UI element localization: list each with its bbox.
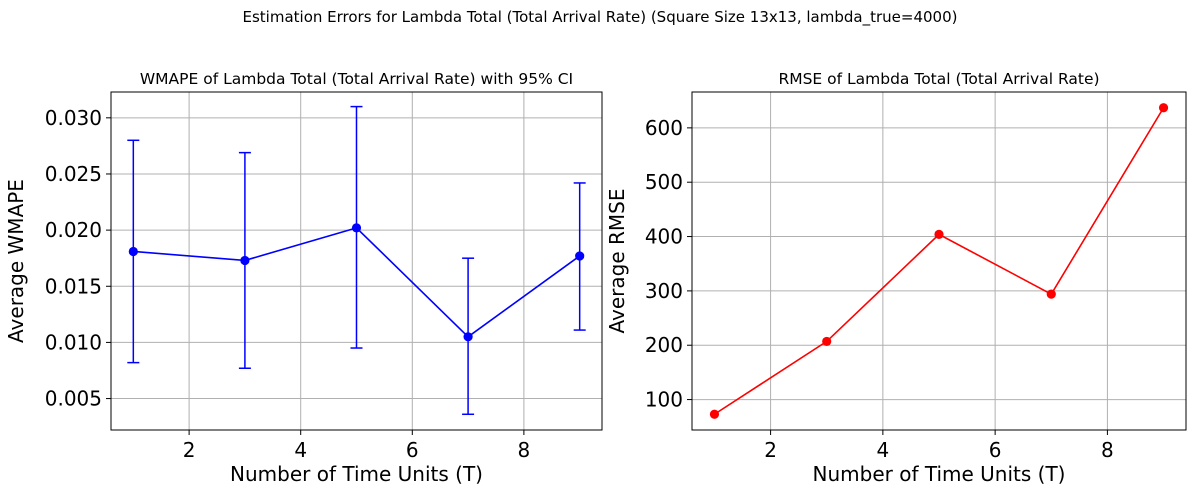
- series-line: [714, 107, 1165, 415]
- y-tick-label: 0.030: [45, 106, 102, 130]
- figure-title: Estimation Errors for Lambda Total (Tota…: [243, 8, 958, 27]
- y-tick-label: 400: [645, 225, 683, 249]
- data-point: [934, 229, 944, 239]
- y-tick-label: 300: [645, 279, 683, 303]
- data-point: [240, 255, 250, 266]
- x-tick-label: 8: [1101, 438, 1114, 462]
- x-tick-label: 2: [764, 438, 777, 462]
- y-tick-label: 0.025: [45, 162, 102, 186]
- data-point: [1158, 103, 1169, 113]
- data-point: [463, 332, 473, 342]
- x-tick-label: 6: [406, 438, 419, 462]
- data-point: [575, 251, 585, 261]
- chart-panel-2: 2 4 6 8 100 200 300 400 500 600 RMSE of Lambda Tot…: [605, 70, 1187, 486]
- chart-title: RMSE of Lambda Total (Total Arrival Rate…: [778, 70, 1099, 88]
- y-axis-label: Average RMSE: [605, 189, 629, 334]
- x-axis-label: Number of Time Units (T): [230, 462, 483, 486]
- y-tick-label: 100: [645, 388, 683, 412]
- y-tick-label: 0.005: [45, 387, 102, 411]
- x-tick-label: 8: [518, 438, 531, 462]
- y-tick-label: 0.020: [45, 218, 102, 242]
- data-point: [351, 223, 362, 233]
- chart-panel-1: 2 4 6 8 0.005 0.010 0.015 0.020 0.025 0.030 WMAPE …: [4, 70, 603, 486]
- data-point: [822, 336, 832, 347]
- data-point: [709, 409, 720, 419]
- y-tick-label: 600: [645, 116, 683, 140]
- x-tick-label: 4: [294, 438, 307, 462]
- x-tick-label: 2: [183, 438, 196, 462]
- y-tick-label: 200: [645, 333, 683, 357]
- plot-frame: [110, 91, 603, 431]
- data-point: [1046, 289, 1056, 299]
- data-point: [128, 246, 138, 257]
- x-tick-label: 4: [876, 438, 889, 462]
- y-tick-label: 0.010: [45, 330, 102, 354]
- chart-title: WMAPE of Lambda Total (Total Arrival Rat…: [140, 70, 573, 88]
- y-axis-label: Average WMAPE: [4, 179, 28, 343]
- y-tick-label: 0.015: [45, 274, 102, 298]
- plot-frame: [691, 91, 1187, 431]
- x-axis-label: Number of Time Units (T): [813, 462, 1066, 486]
- x-tick-label: 6: [989, 438, 1002, 462]
- y-tick-label: 500: [645, 170, 683, 194]
